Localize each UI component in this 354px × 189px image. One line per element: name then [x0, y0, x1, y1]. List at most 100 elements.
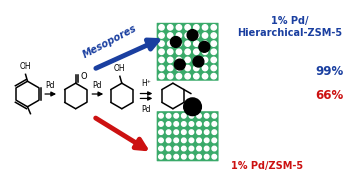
- Circle shape: [167, 74, 173, 79]
- Circle shape: [159, 57, 164, 63]
- Circle shape: [194, 41, 199, 46]
- Circle shape: [211, 49, 216, 54]
- Circle shape: [176, 25, 182, 30]
- Circle shape: [211, 41, 216, 46]
- Circle shape: [189, 130, 194, 134]
- FancyBboxPatch shape: [157, 111, 218, 161]
- Circle shape: [185, 41, 190, 46]
- Text: Pd: Pd: [142, 105, 151, 114]
- Circle shape: [159, 49, 164, 54]
- Circle shape: [182, 122, 186, 126]
- Circle shape: [167, 49, 173, 54]
- Circle shape: [189, 154, 194, 159]
- Circle shape: [159, 41, 164, 46]
- Circle shape: [185, 49, 190, 54]
- Circle shape: [182, 114, 186, 118]
- Circle shape: [194, 25, 199, 30]
- Circle shape: [174, 154, 178, 159]
- Circle shape: [167, 25, 173, 30]
- Circle shape: [197, 122, 201, 126]
- Circle shape: [212, 154, 217, 159]
- Circle shape: [199, 41, 210, 52]
- Circle shape: [167, 41, 173, 46]
- Circle shape: [212, 138, 217, 143]
- Circle shape: [211, 65, 216, 71]
- Circle shape: [202, 65, 208, 71]
- Circle shape: [176, 74, 182, 79]
- Circle shape: [194, 57, 199, 63]
- Circle shape: [182, 146, 186, 151]
- Circle shape: [159, 74, 164, 79]
- Circle shape: [189, 122, 194, 126]
- Text: Pd: Pd: [92, 81, 102, 90]
- Circle shape: [167, 33, 173, 38]
- Circle shape: [167, 57, 173, 63]
- Text: 1% Pd/
Hierarchical-ZSM-5: 1% Pd/ Hierarchical-ZSM-5: [237, 16, 342, 38]
- Circle shape: [202, 33, 208, 38]
- Circle shape: [204, 114, 209, 118]
- Text: 99%: 99%: [315, 65, 343, 78]
- Circle shape: [159, 154, 163, 159]
- Text: H⁺: H⁺: [142, 79, 151, 88]
- Text: O: O: [81, 72, 87, 81]
- Circle shape: [197, 130, 201, 134]
- Circle shape: [211, 33, 216, 38]
- Circle shape: [159, 122, 163, 126]
- Text: 66%: 66%: [315, 89, 343, 102]
- Circle shape: [194, 65, 199, 71]
- Circle shape: [159, 25, 164, 30]
- Circle shape: [194, 33, 199, 38]
- Circle shape: [174, 146, 178, 151]
- Circle shape: [189, 114, 194, 118]
- Circle shape: [170, 36, 181, 47]
- Circle shape: [202, 25, 208, 30]
- Circle shape: [194, 74, 199, 79]
- Circle shape: [159, 130, 163, 134]
- Circle shape: [159, 33, 164, 38]
- Circle shape: [176, 57, 182, 63]
- Circle shape: [159, 146, 163, 151]
- Text: OH: OH: [114, 64, 126, 73]
- Circle shape: [159, 138, 163, 143]
- Circle shape: [211, 74, 216, 79]
- Circle shape: [202, 57, 208, 63]
- Circle shape: [166, 130, 171, 134]
- Circle shape: [204, 154, 209, 159]
- Circle shape: [185, 25, 190, 30]
- Circle shape: [175, 59, 185, 70]
- Circle shape: [197, 114, 201, 118]
- Circle shape: [159, 114, 163, 118]
- Circle shape: [182, 130, 186, 134]
- Text: 1% Pd/ZSM-5: 1% Pd/ZSM-5: [231, 161, 303, 171]
- Circle shape: [212, 146, 217, 151]
- Circle shape: [176, 49, 182, 54]
- Circle shape: [167, 65, 173, 71]
- Circle shape: [185, 33, 190, 38]
- Circle shape: [211, 25, 216, 30]
- Circle shape: [204, 130, 209, 134]
- Circle shape: [204, 138, 209, 143]
- FancyBboxPatch shape: [157, 23, 218, 81]
- Text: Mesopores: Mesopores: [81, 23, 139, 60]
- Circle shape: [174, 130, 178, 134]
- Circle shape: [212, 130, 217, 134]
- Circle shape: [197, 154, 201, 159]
- Circle shape: [211, 57, 216, 63]
- Circle shape: [212, 114, 217, 118]
- Circle shape: [159, 65, 164, 71]
- Circle shape: [185, 57, 190, 63]
- Circle shape: [166, 122, 171, 126]
- Circle shape: [202, 74, 208, 79]
- Circle shape: [182, 138, 186, 143]
- Circle shape: [184, 98, 201, 116]
- Circle shape: [185, 65, 190, 71]
- Circle shape: [202, 49, 208, 54]
- Circle shape: [197, 138, 201, 143]
- Circle shape: [187, 30, 198, 40]
- Circle shape: [166, 114, 171, 118]
- Circle shape: [166, 146, 171, 151]
- Circle shape: [189, 138, 194, 143]
- Circle shape: [212, 122, 217, 126]
- Circle shape: [174, 114, 178, 118]
- Circle shape: [166, 154, 171, 159]
